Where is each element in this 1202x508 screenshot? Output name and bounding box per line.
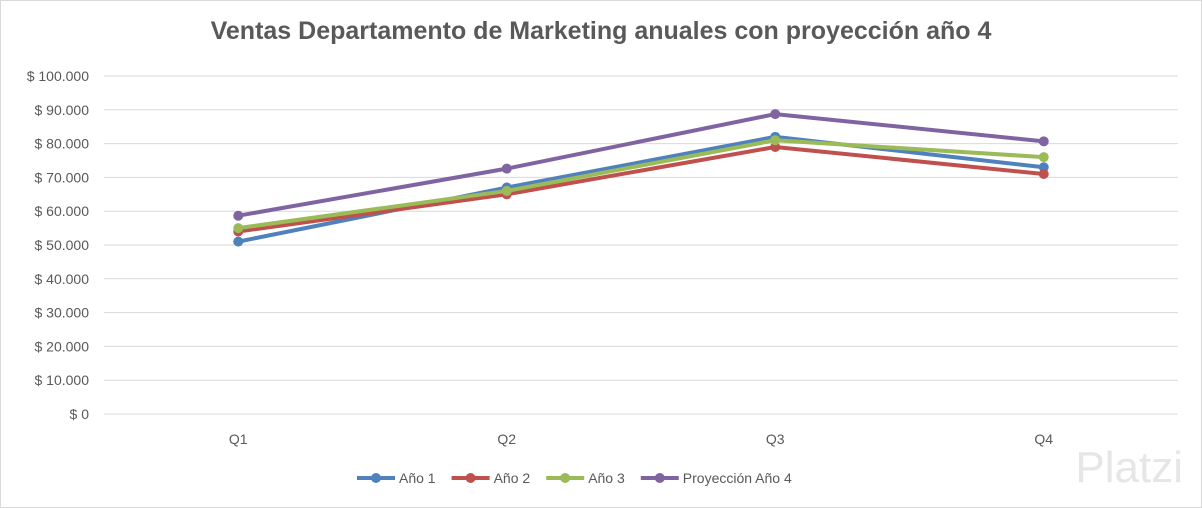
y-tick-label: $ 30.000 xyxy=(35,305,90,321)
data-point xyxy=(501,163,512,174)
y-tick-label: $ 10.000 xyxy=(35,372,90,388)
y-tick-label: $ 90.000 xyxy=(35,102,90,118)
data-point xyxy=(770,135,781,146)
data-point xyxy=(233,236,244,247)
legend-label: Año 2 xyxy=(494,470,531,486)
data-point xyxy=(770,109,781,120)
data-point xyxy=(1038,152,1049,163)
series-line xyxy=(237,138,1044,231)
legend-marker xyxy=(371,473,381,483)
y-tick-label: $ 20.000 xyxy=(35,338,90,354)
legend-label: Año 3 xyxy=(588,470,625,486)
y-tick-label: $ 80.000 xyxy=(35,136,90,152)
data-point xyxy=(1038,136,1049,147)
legend-marker xyxy=(654,473,665,483)
series-line xyxy=(237,144,1044,234)
legend-label: Año 1 xyxy=(399,470,436,486)
series-line xyxy=(237,134,1044,244)
x-tick-label: Q4 xyxy=(1034,431,1053,447)
x-tick-label: Q1 xyxy=(229,431,248,447)
data-point xyxy=(233,223,244,234)
platzi-watermark: Platzi xyxy=(1075,443,1183,492)
legend-label: Proyección Año 4 xyxy=(683,470,792,486)
x-tick-label: Q3 xyxy=(766,431,785,447)
data-point xyxy=(233,210,244,221)
x-tick-label: Q2 xyxy=(497,431,516,447)
legend-marker xyxy=(465,473,476,483)
y-tick-label: $ 60.000 xyxy=(35,203,90,219)
series-line xyxy=(237,112,1044,218)
y-tick-label: $ 100.000 xyxy=(27,68,89,84)
y-tick-label: $ 50.000 xyxy=(35,237,90,253)
y-tick-label: $ 0 xyxy=(70,406,90,422)
data-point xyxy=(1038,169,1049,180)
legend-marker xyxy=(560,473,571,483)
chart-title: Ventas Departamento de Marketing anuales… xyxy=(210,17,992,45)
data-point xyxy=(501,185,512,196)
y-tick-label: $ 40.000 xyxy=(35,271,90,287)
y-tick-label: $ 70.000 xyxy=(35,169,90,185)
